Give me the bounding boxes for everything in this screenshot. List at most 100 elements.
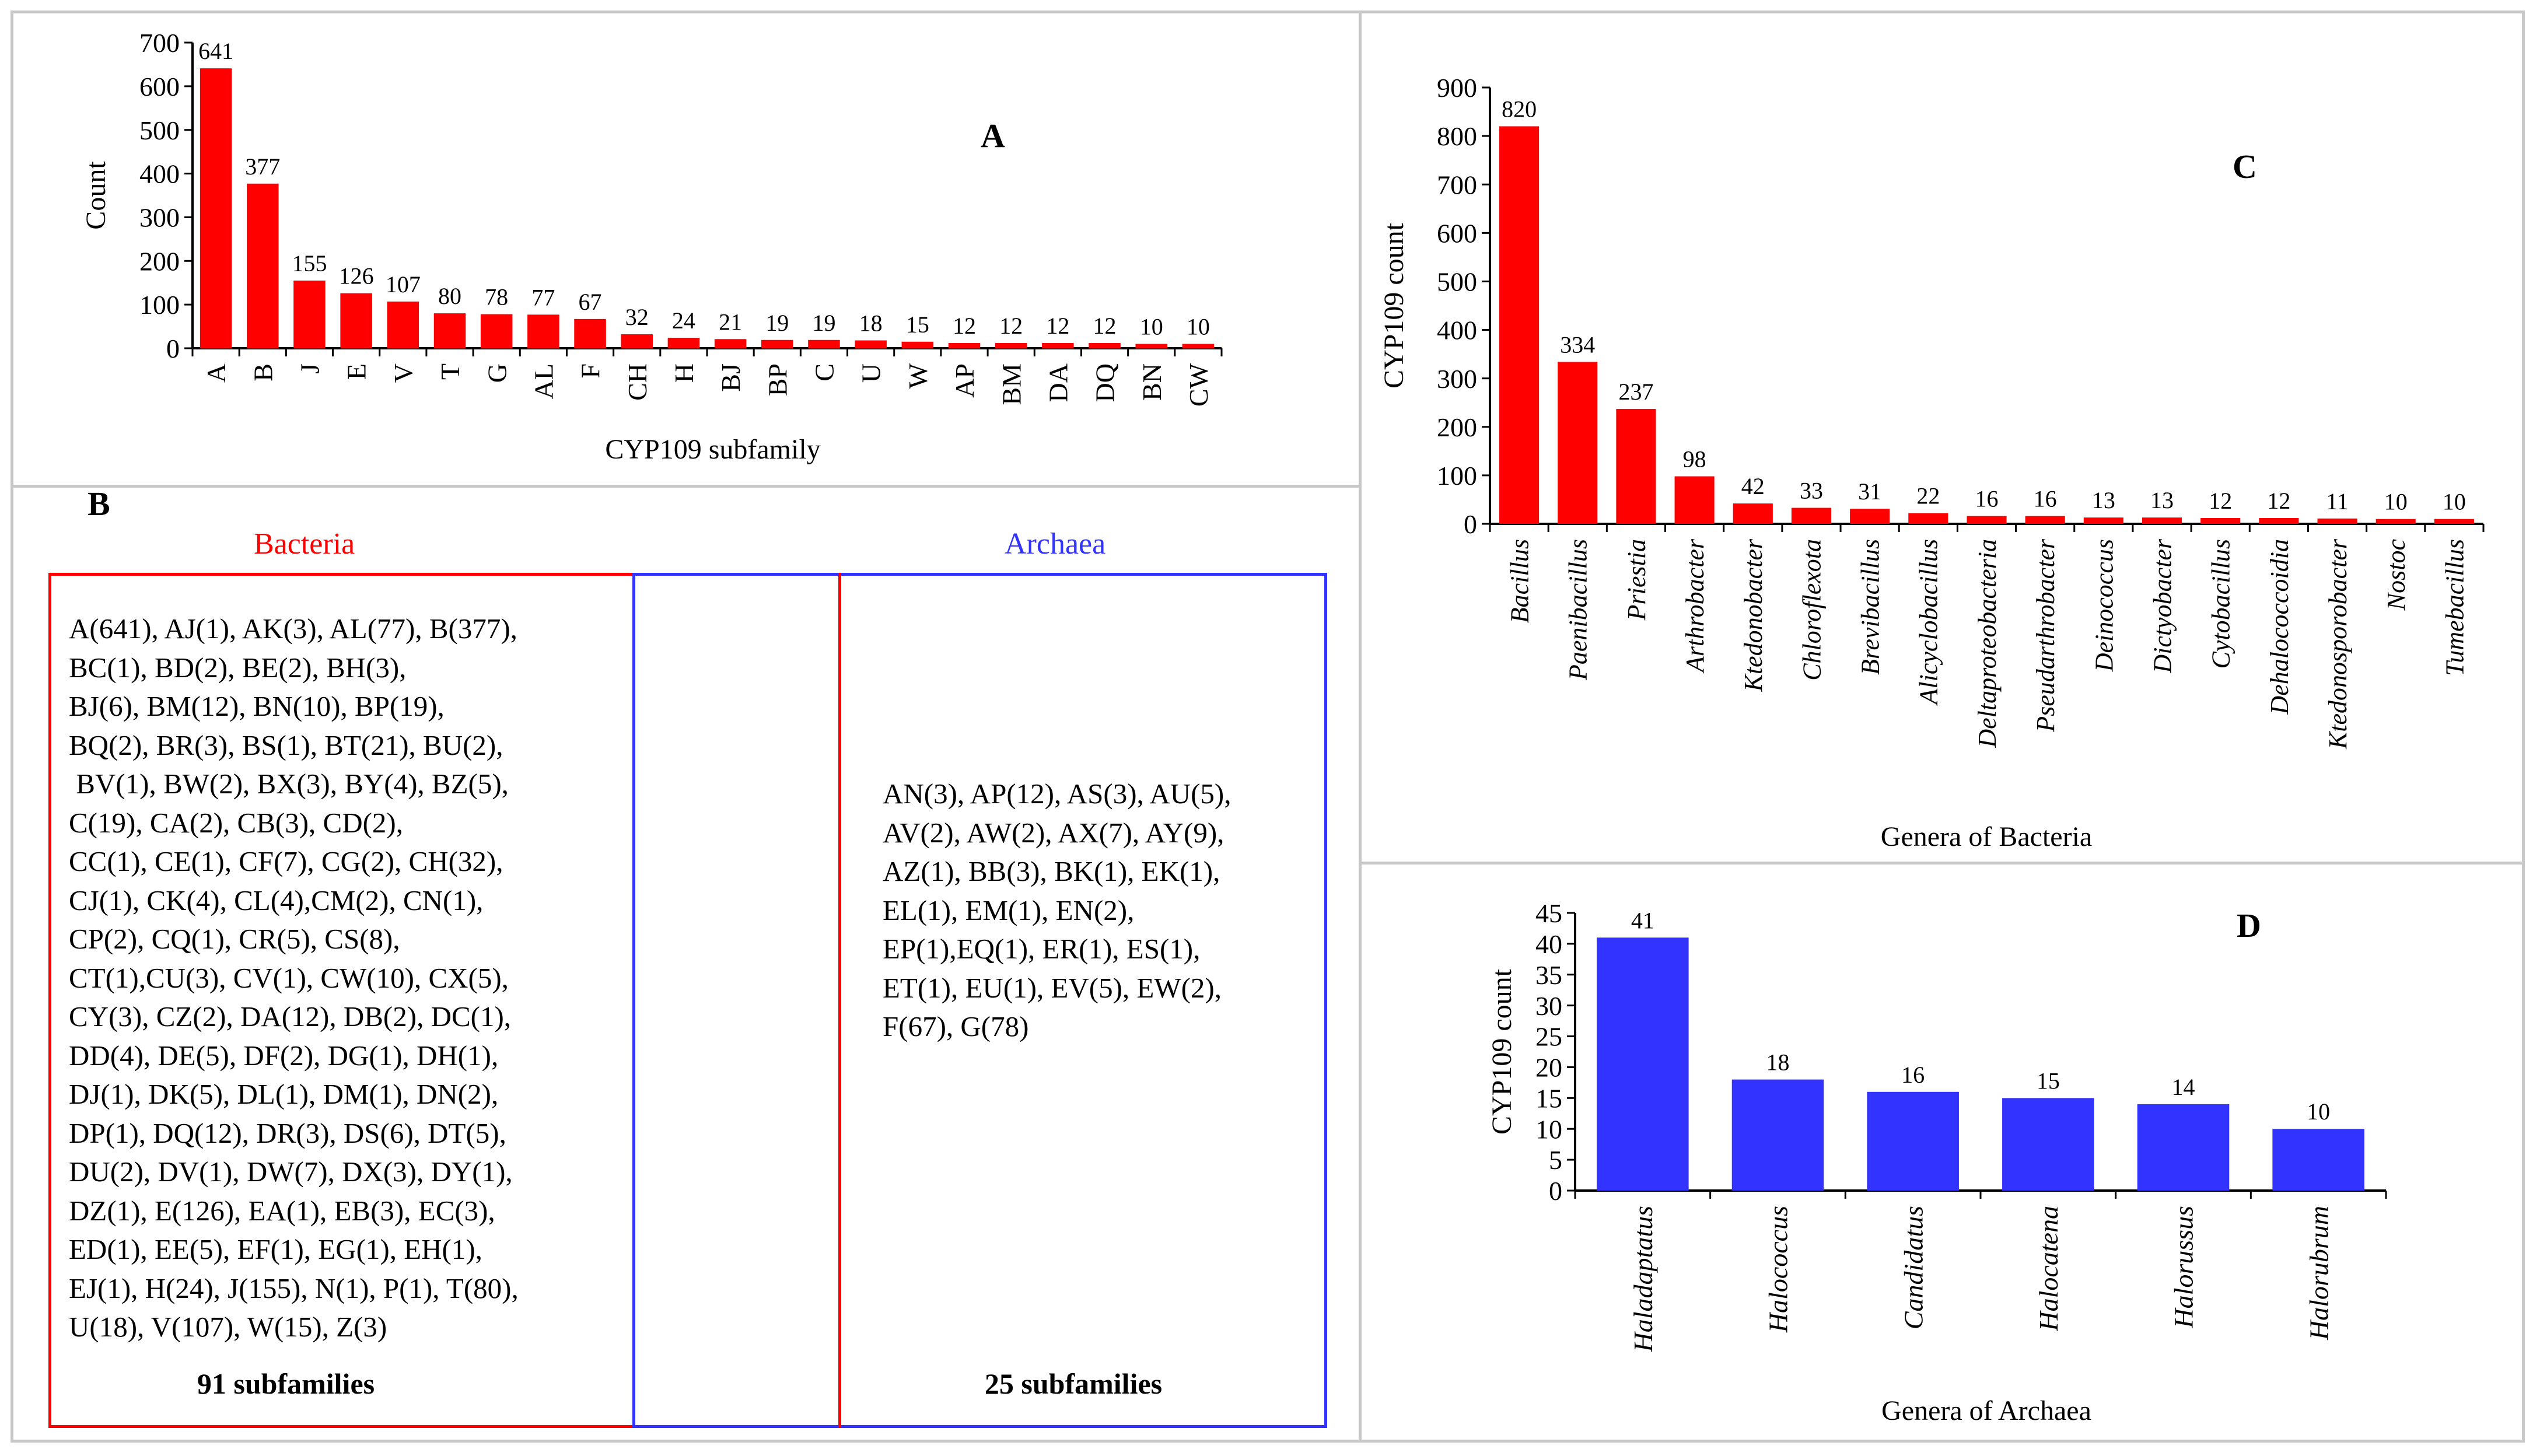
chart-c-bar xyxy=(1674,476,1715,524)
chart-a-category-label: V xyxy=(389,363,418,383)
chart-a-category-label: C xyxy=(810,363,839,382)
bacteria-line: CC(1), CE(1), CF(7), CG(2), CH(32), xyxy=(69,845,503,877)
chart-c-x-label: Genera of Bacteria xyxy=(1881,821,2092,852)
chart-c-category-label: Brevibacillus xyxy=(1856,539,1885,675)
chart-a-y-tick-label: 400 xyxy=(139,159,180,189)
chart-d-category-label: Halocatena xyxy=(2034,1206,2063,1332)
chart-c-title: C xyxy=(2233,148,2257,186)
chart-d-data-label: 16 xyxy=(1901,1062,1925,1088)
chart-c-category-label: Tumebacillus xyxy=(2440,539,2469,676)
chart-a-data-label: 67 xyxy=(579,289,602,315)
chart-c-data-label: 31 xyxy=(1858,478,1881,505)
chart-a-bar xyxy=(433,313,466,348)
bacteria-line: CJ(1), CK(4), CL(4),CM(2), CN(1), xyxy=(69,884,484,916)
bacteria-line: BV(1), BW(2), BX(3), BY(4), BZ(5), xyxy=(69,768,509,800)
chart-a-category-label: BP xyxy=(762,363,792,396)
chart-a-bar xyxy=(1089,343,1121,348)
chart-c-data-label: 42 xyxy=(1741,473,1765,499)
chart-a-data-label: 78 xyxy=(485,284,508,310)
chart-d-y-tick-label: 35 xyxy=(1535,960,1562,990)
chart-c-bar xyxy=(2259,518,2299,524)
bacteria-line: BJ(6), BM(12), BN(10), BP(19), xyxy=(69,690,445,722)
chart-a-category-label: CW xyxy=(1184,363,1213,407)
chart-c-y-tick-label: 800 xyxy=(1437,121,1477,151)
bacteria-line: ED(1), EE(5), EF(1), EG(1), EH(1), xyxy=(69,1233,482,1265)
chart-a-category-label: H xyxy=(669,363,699,383)
chart-d-y-label: CYP109 count xyxy=(1486,968,1517,1135)
chart-c-bar xyxy=(1791,508,1832,524)
chart-c-category-label: Nostoc xyxy=(2382,539,2410,611)
chart-a-bar xyxy=(1182,344,1215,348)
chart-c-bar xyxy=(2317,518,2357,524)
chart-d-data-label: 18 xyxy=(1766,1049,1790,1076)
bacteria-line: A(641), AJ(1), AK(3), AL(77), B(377), xyxy=(69,612,517,645)
bacteria-line: DP(1), DQ(12), DR(3), DS(6), DT(5), xyxy=(69,1116,506,1149)
chart-a-category-label: J xyxy=(295,363,325,374)
chart-a-data-label: 80 xyxy=(438,283,461,309)
chart-a-bar xyxy=(855,340,887,348)
chart-c-bar xyxy=(2025,516,2065,524)
chart-a-data-label: 12 xyxy=(1093,313,1117,339)
chart-a-category-label: B xyxy=(248,363,278,382)
chart-a-data-label: 12 xyxy=(953,313,976,339)
chart-a-category-label: W xyxy=(903,363,933,388)
chart-d-x-label: Genera of Archaea xyxy=(1881,1395,2091,1426)
chart-a-category-label: AL xyxy=(529,363,558,399)
chart-c-data-label: 237 xyxy=(1618,379,1653,405)
chart-a-category-label: A xyxy=(201,363,231,383)
chart-a-bar xyxy=(948,343,981,348)
chart-c-category-label: Ktedonobacter xyxy=(1739,538,1768,692)
archaea-line: AN(3), AP(12), AS(3), AU(5), xyxy=(883,778,1231,810)
bacteria-line: DU(2), DV(1), DW(7), DX(3), DY(1), xyxy=(69,1156,513,1188)
bacteria-line: BC(1), BD(2), BE(2), BH(3), xyxy=(69,651,407,684)
chart-a-y-tick-label: 100 xyxy=(139,290,180,320)
chart-c-category-label: Ktedonosporobacter xyxy=(2324,538,2352,750)
chart-c-data-label: 13 xyxy=(2092,487,2115,513)
chart-c-data-label: 820 xyxy=(1502,96,1537,122)
chart-c-bar xyxy=(1733,503,1773,524)
bacteria-line: CP(2), CQ(1), CR(5), CS(8), xyxy=(69,923,400,955)
chart-c-y-tick-label: 700 xyxy=(1437,170,1477,200)
chart-a-y-tick-label: 200 xyxy=(139,246,180,276)
chart-a-data-label: 12 xyxy=(1046,313,1069,339)
chart-a-bar xyxy=(901,341,934,348)
bacteria-line: CT(1),CU(3), CV(1), CW(10), CX(5), xyxy=(69,961,509,994)
chart-d-category-label: Haladaptatus xyxy=(1628,1206,1658,1352)
chart-c-bar xyxy=(1558,362,1598,524)
bacteria-title: Bacteria xyxy=(254,527,355,561)
chart-c-y-tick-label: 400 xyxy=(1437,316,1477,345)
chart-a-y-tick-label: 300 xyxy=(139,203,180,233)
bacteria-line: CY(3), CZ(2), DA(12), DB(2), DC(1), xyxy=(69,1000,512,1032)
chart-c-bar xyxy=(1967,516,2007,524)
chart-d-category-label: Halococcus xyxy=(1764,1206,1793,1333)
bacteria-line: DJ(1), DK(5), DL(1), DM(1), DN(2), xyxy=(69,1078,499,1110)
chart-c-y-label: CYP109 count xyxy=(1379,222,1409,388)
bacteria-lines: A(641), AJ(1), AK(3), AL(77), B(377), BC(… xyxy=(69,610,629,1347)
chart-a-bar xyxy=(387,301,419,348)
chart-c-data-label: 334 xyxy=(1560,331,1595,358)
chart-a-data-label: 12 xyxy=(999,313,1023,339)
chart-a-x-label: CYP109 subfamily xyxy=(605,434,820,465)
chart-a-data-label: 32 xyxy=(625,304,649,330)
chart-d-category-label: Halorussus xyxy=(2169,1206,2199,1329)
chart-a-bar xyxy=(200,68,232,348)
chart-a-data-label: 377 xyxy=(245,153,280,180)
bacteria-line: DD(4), DE(5), DF(2), DG(1), DH(1), xyxy=(69,1039,499,1072)
chart-d-y-tick-label: 5 xyxy=(1549,1145,1562,1175)
chart-d-bar xyxy=(1597,937,1689,1191)
chart-a-bar xyxy=(293,280,326,348)
chart-c-bar xyxy=(2200,518,2241,524)
chart-a-y-tick-label: 500 xyxy=(139,116,180,145)
archaea-line: ET(1), EU(1), EV(5), EW(2), xyxy=(883,971,1222,1004)
chart-c-bar xyxy=(1850,509,1890,524)
chart-c-bar xyxy=(2083,517,2123,524)
chart-a-category-label: U xyxy=(856,363,886,383)
chart-a-data-label: 24 xyxy=(672,307,695,334)
chart-c-category-label: Cytobacillus xyxy=(2207,539,2235,668)
chart-a-category-label: AP xyxy=(950,363,979,398)
bacteria-line: BQ(2), BR(3), BS(1), BT(21), BU(2), xyxy=(69,729,503,761)
bacteria-line: EJ(1), H(24), J(155), N(1), P(1), T(80), xyxy=(69,1272,519,1304)
chart-c-category-label: Pseudarthrobacter xyxy=(2031,538,2060,733)
chart-a-data-label: 21 xyxy=(719,309,742,335)
